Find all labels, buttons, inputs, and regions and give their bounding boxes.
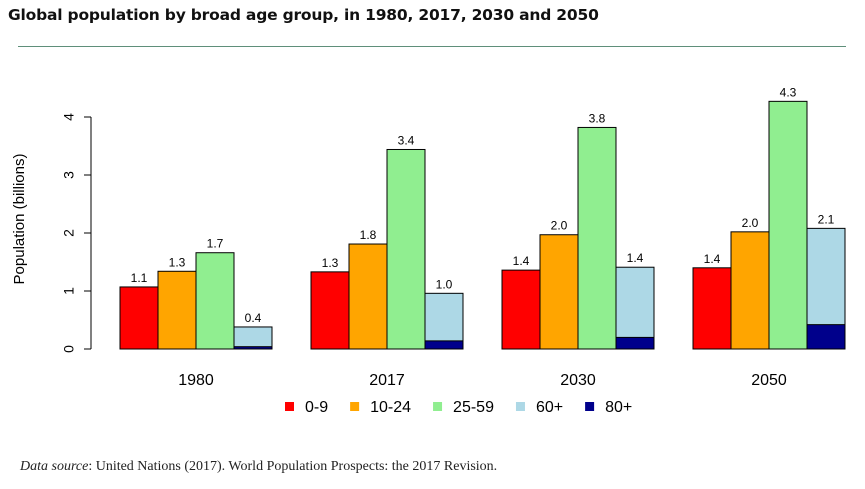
y-axis-label: Population (billions): [11, 154, 28, 285]
legend-swatch: [585, 402, 595, 411]
bar-segment: [806, 324, 846, 350]
x-category-label: 2017: [369, 372, 405, 389]
bar-value-label: 3.8: [589, 111, 606, 125]
bar-value-label: 1.0: [436, 277, 453, 291]
bar-chart: 0 1 2 3 4 Population (billions) 1.1 1.3 1.7 0.4 19…: [11, 85, 846, 416]
bar: [233, 326, 273, 350]
bar: [119, 286, 159, 350]
bar-segment: [615, 336, 655, 350]
bar: [157, 270, 197, 350]
bar-value-label: 1.1: [131, 271, 148, 285]
bar: [195, 252, 235, 350]
bar: [348, 243, 388, 350]
bar: [501, 269, 541, 350]
bar-value-label: 1.4: [704, 252, 721, 266]
bar: [615, 266, 655, 350]
legend-label: 10-24: [370, 399, 411, 416]
x-category-label: 2050: [751, 372, 787, 389]
bar-value-label: 1.3: [322, 256, 339, 270]
title-divider: [18, 46, 846, 47]
bar-value-label: 4.3: [780, 85, 797, 99]
bar-segment: [233, 346, 273, 350]
legend-label: 25-59: [453, 399, 494, 416]
bar: [768, 100, 808, 350]
legend-label: 80+: [605, 399, 632, 416]
x-category-label: 2030: [560, 372, 596, 389]
legend-swatch: [515, 402, 525, 411]
bar-value-label: 3.4: [398, 133, 415, 147]
data-source-text: : United Nations (2017). World Populatio…: [88, 459, 498, 474]
bar-value-label: 1.4: [627, 251, 644, 265]
x-category-label: 1980: [178, 372, 214, 389]
legend-swatch: [350, 402, 360, 411]
bar: [424, 292, 464, 350]
y-tick-label: 3: [61, 171, 77, 179]
y-tick-label: 1: [61, 287, 77, 295]
legend-swatch: [433, 402, 443, 411]
y-tick-label: 0: [61, 345, 77, 353]
bar-value-label: 2.0: [742, 216, 759, 230]
legend-swatch: [285, 402, 294, 411]
bar: [539, 234, 579, 350]
bar: [730, 231, 770, 350]
y-tick-label: 4: [61, 113, 77, 121]
bar-segment: [424, 340, 464, 350]
bar: [577, 126, 617, 350]
bar-value-label: 2.1: [818, 212, 835, 226]
bar: [310, 271, 350, 350]
bar-value-label: 1.4: [513, 254, 530, 268]
bar-value-label: 0.4: [245, 311, 262, 325]
bar-value-label: 1.8: [360, 228, 377, 242]
bar: [692, 267, 732, 350]
legend-label: 0-9: [305, 399, 328, 416]
chart-title: Global population by broad age group, in…: [8, 6, 599, 24]
y-tick-label: 2: [61, 229, 77, 237]
legend-label: 60+: [536, 399, 563, 416]
bar: [386, 148, 426, 350]
bar-value-label: 2.0: [551, 219, 568, 233]
bar-value-label: 1.7: [207, 237, 224, 251]
data-source-lead: Data source: [20, 459, 89, 474]
data-source-note: Data source: United Nations (2017). Worl…: [20, 459, 497, 475]
bar-value-label: 1.3: [169, 255, 186, 269]
